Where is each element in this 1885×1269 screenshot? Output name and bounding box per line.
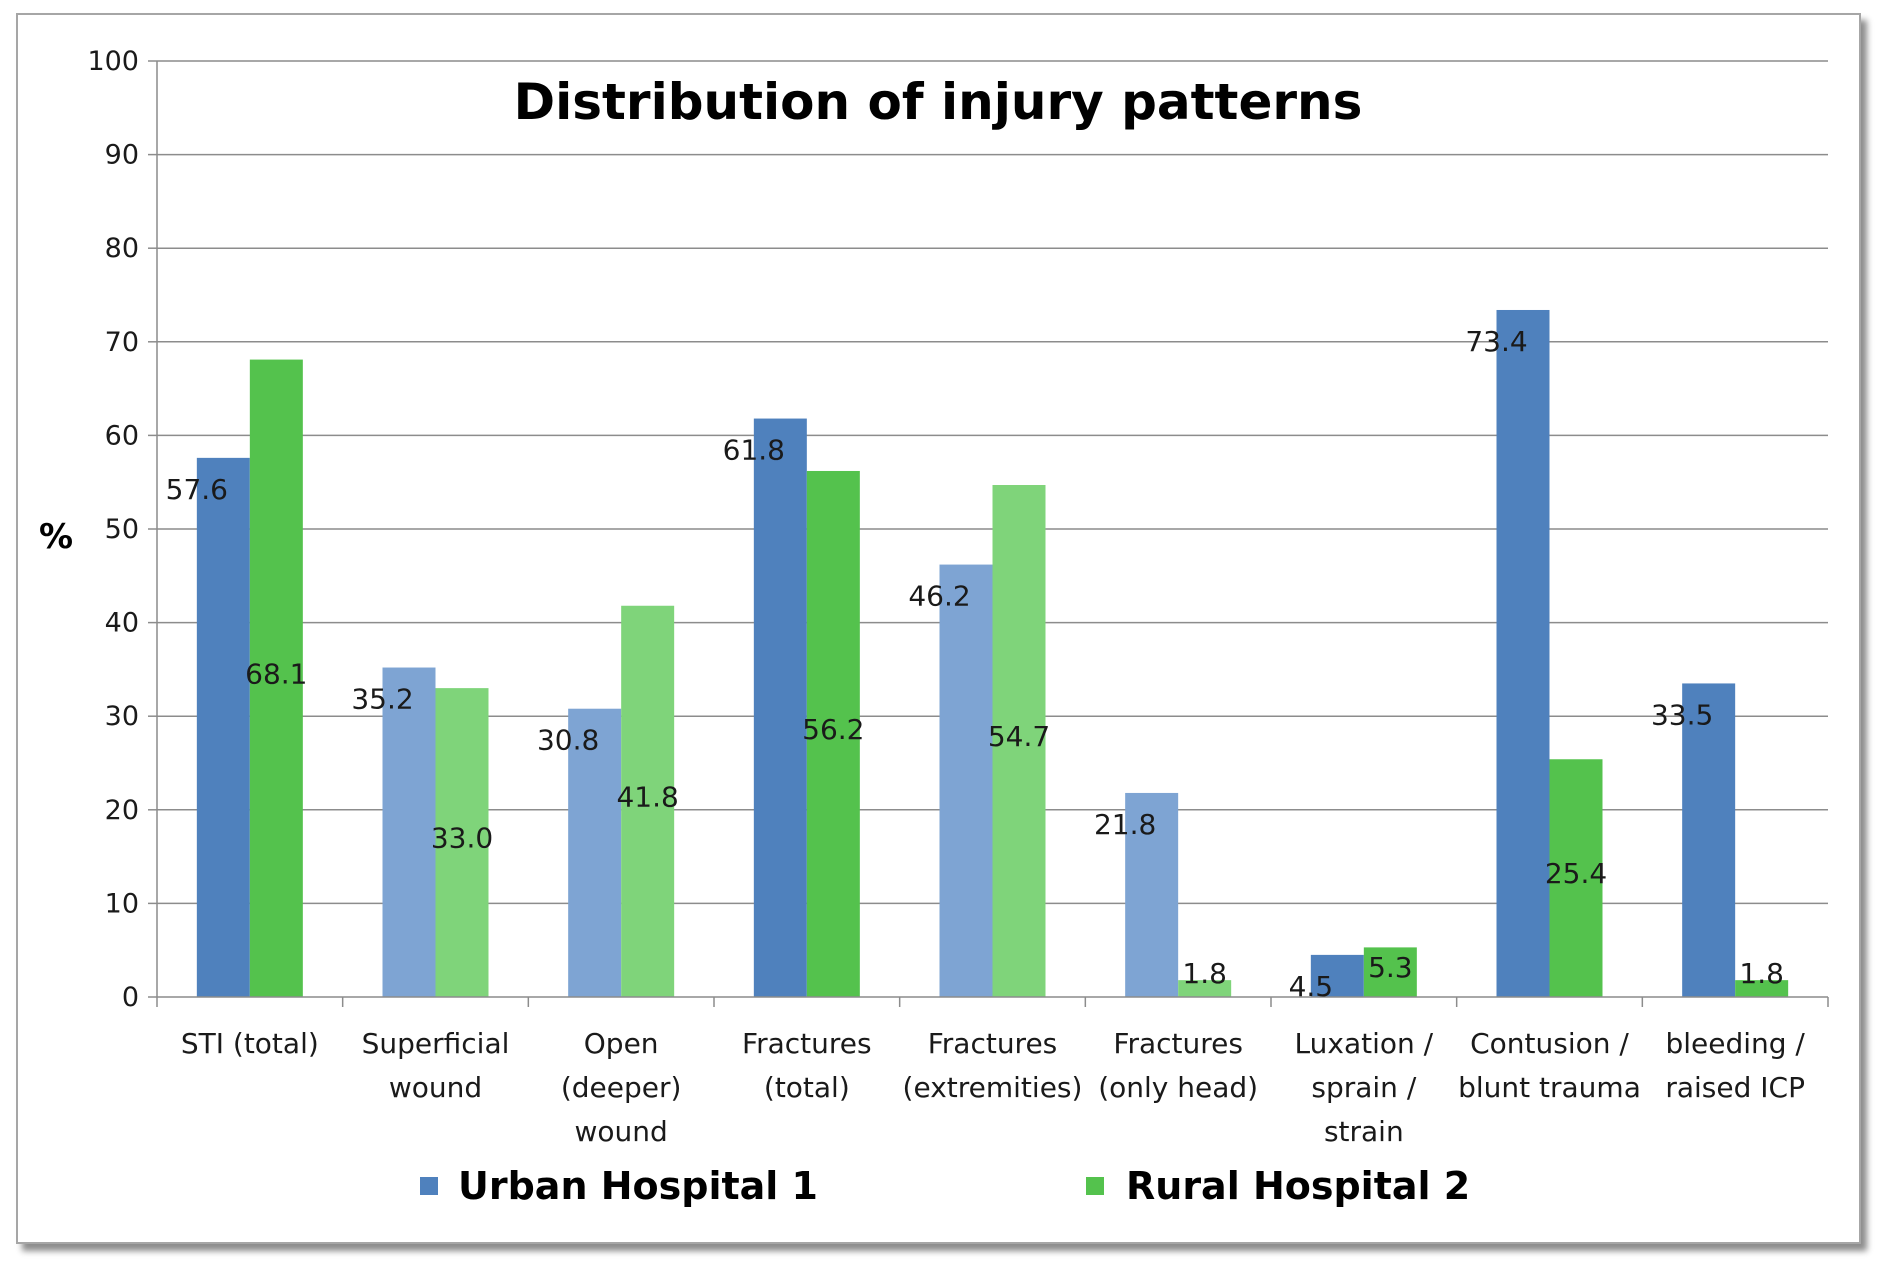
data-label-urban: 61.8 [723, 434, 785, 467]
y-tick-label: 40 [105, 608, 139, 639]
legend-label-rural: Rural Hospital 2 [1126, 1164, 1470, 1208]
y-tick-label: 30 [105, 701, 139, 732]
x-category-label: Fractures (total) [742, 1027, 872, 1104]
bars [196, 309, 1789, 998]
y-tick-label: 90 [105, 140, 139, 171]
data-label-urban: 30.8 [537, 724, 599, 757]
legend-swatch-rural [1086, 1177, 1104, 1195]
bar-urban [382, 667, 436, 997]
data-label-rural: 54.7 [988, 720, 1050, 753]
bar-rural [249, 359, 303, 998]
chart-title: Distribution of injury patterns [514, 73, 1363, 131]
axes: 0 10 20 30 40 50 60 70 80 90 100 STI (total) Superfi… [87, 46, 1829, 1148]
bar-urban [1682, 683, 1736, 997]
x-category-label: Contusion / blunt trauma [1458, 1027, 1641, 1104]
data-label-urban: 21.8 [1094, 808, 1156, 841]
bar-urban [1496, 309, 1550, 997]
y-tick-label: 0 [122, 982, 139, 1013]
y-tick-label: 10 [105, 888, 139, 919]
bar-urban [1310, 954, 1364, 997]
y-tick-label: 100 [87, 46, 139, 77]
bar-urban [1125, 792, 1179, 997]
bar-rural [1735, 980, 1789, 997]
x-category-label: bleeding / raised ICP [1665, 1027, 1805, 1104]
data-label-rural: 1.8 [1182, 957, 1227, 990]
bar-rural [1549, 759, 1603, 997]
chart-frame [16, 13, 1861, 1244]
y-tick-label: 20 [105, 795, 139, 826]
data-label-urban: 73.4 [1465, 325, 1527, 358]
data-label-urban: 57.6 [166, 473, 228, 506]
y-axis-label: % [39, 517, 73, 557]
data-label-rural: 1.8 [1739, 957, 1784, 990]
y-tick-label: 50 [105, 514, 139, 545]
data-label-urban: 33.5 [1651, 698, 1713, 731]
data-label-urban: 4.5 [1289, 970, 1334, 1003]
x-category-label: Luxation / sprain / strain [1295, 1027, 1434, 1148]
bar-rural [435, 688, 489, 997]
y-tick-label: 60 [105, 420, 139, 451]
bar-urban [196, 457, 250, 997]
x-category-label: Superficial wound [362, 1027, 510, 1104]
data-label-rural: 56.2 [802, 713, 864, 746]
x-category-label: Fractures (only head) [1098, 1027, 1258, 1104]
bar-rural [1178, 980, 1232, 997]
x-category-label: STI (total) [181, 1027, 319, 1060]
bar-rural [806, 470, 860, 997]
data-label-rural: 33.0 [431, 822, 493, 855]
legend-label-urban: Urban Hospital 1 [458, 1164, 818, 1208]
bar-rural [992, 485, 1046, 997]
bar-urban [568, 708, 622, 997]
data-label-rural: 25.4 [1545, 857, 1607, 890]
legend-swatch-urban [420, 1177, 438, 1195]
data-label-rural: 41.8 [616, 780, 678, 813]
bar-urban [939, 564, 993, 997]
bar-rural [1363, 947, 1417, 997]
bar-rural [621, 605, 675, 997]
data-label-urban: 46.2 [908, 580, 970, 613]
y-tick-label: 70 [105, 327, 139, 358]
x-category-label: Fractures (extremities) [903, 1027, 1083, 1104]
x-category-label: Open (deeper) wound [561, 1027, 682, 1148]
data-label-rural: 5.3 [1368, 951, 1413, 984]
data-label-urban: 35.2 [351, 683, 413, 716]
legend: Urban Hospital 1 Rural Hospital 2 [420, 1164, 1470, 1208]
data-label-rural: 68.1 [245, 657, 307, 690]
bar-urban [753, 418, 807, 997]
y-tick-label: 80 [105, 233, 139, 264]
data-labels: 57.6 68.1 35.2 33.0 30.8 41.8 61.8 56.2 46.2 54.7… [166, 325, 1784, 1003]
